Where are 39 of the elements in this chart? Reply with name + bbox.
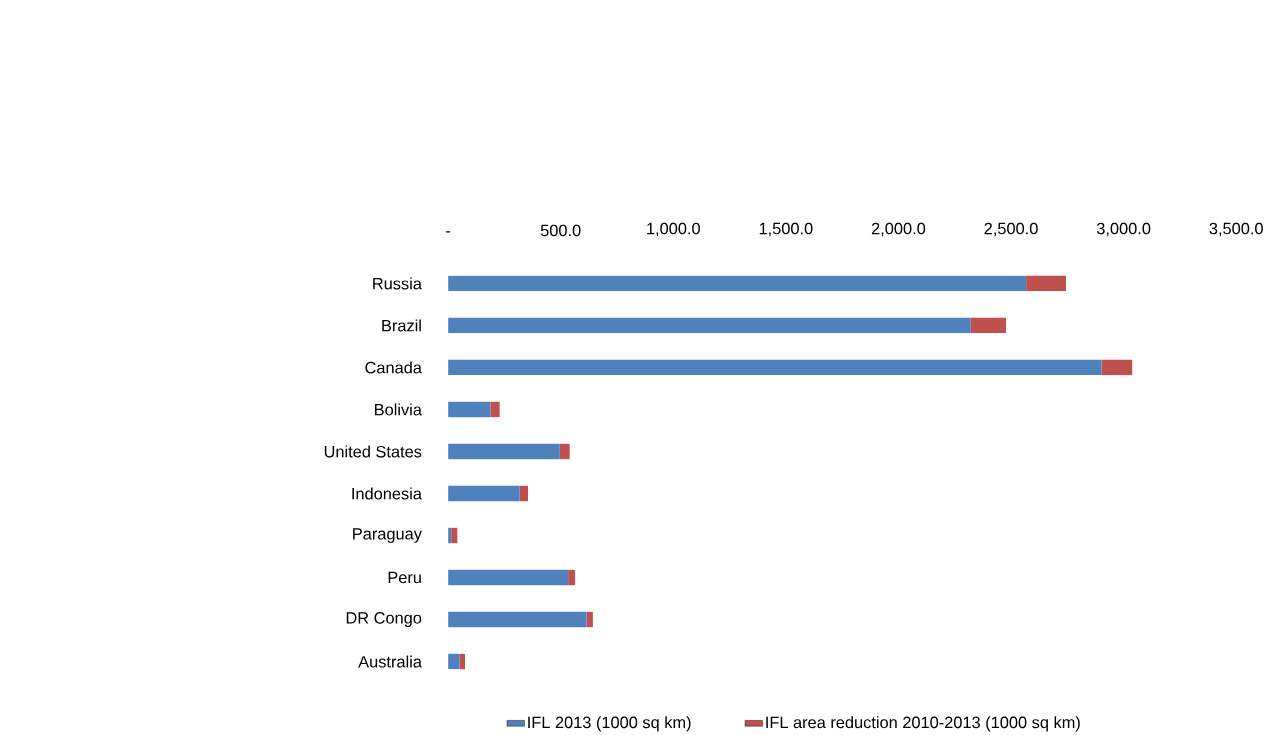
- bar: [448, 443, 560, 460]
- bar: [448, 275, 1027, 292]
- bar: [448, 359, 1102, 376]
- bar: [448, 570, 569, 586]
- x-tick-label: 2,500.0: [984, 222, 1038, 237]
- y-tick-label: DR Congo: [346, 612, 422, 628]
- bar: [1026, 275, 1066, 292]
- legend-label: IFL area reduction 2010-2013 (1000 sq km): [766, 716, 1080, 732]
- bar: [448, 612, 587, 628]
- x-tick-label: 500.0: [540, 224, 581, 237]
- bar: [459, 654, 465, 670]
- y-tick-label: Brazil: [382, 319, 421, 332]
- y-tick-label: Russia: [373, 277, 422, 290]
- x-tick-label: 1,500.0: [759, 222, 813, 237]
- bar: [519, 486, 529, 502]
- y-tick-label: Paraguay: [353, 528, 422, 544]
- bar: [451, 528, 458, 544]
- x-tick-label: 2,000.0: [871, 222, 926, 237]
- bar: [448, 317, 971, 334]
- bar: [559, 443, 570, 460]
- y-tick-label: Australia: [358, 655, 422, 668]
- x-tick-label: 3,500.0: [1209, 222, 1263, 237]
- legend-label: IFL 2013 (1000 sq km): [528, 716, 691, 732]
- bar: [448, 654, 460, 670]
- y-tick-label: Bolivia: [375, 403, 422, 416]
- x-tick-label: 1,000.0: [647, 222, 700, 237]
- bar: [1101, 359, 1133, 376]
- x-tick-label: -: [446, 231, 451, 233]
- y-tick-label: Indonesia: [352, 487, 422, 500]
- bar: [970, 317, 1007, 334]
- x-tick-label: 3,000.0: [1096, 222, 1151, 237]
- bar: [448, 401, 491, 418]
- bar: [448, 486, 520, 502]
- y-tick-label: Canada: [365, 361, 422, 374]
- bar: [490, 401, 500, 418]
- y-tick-label: Peru: [388, 572, 421, 584]
- bar: [568, 570, 576, 586]
- y-tick-label: United States: [324, 445, 422, 458]
- bar: [586, 612, 593, 628]
